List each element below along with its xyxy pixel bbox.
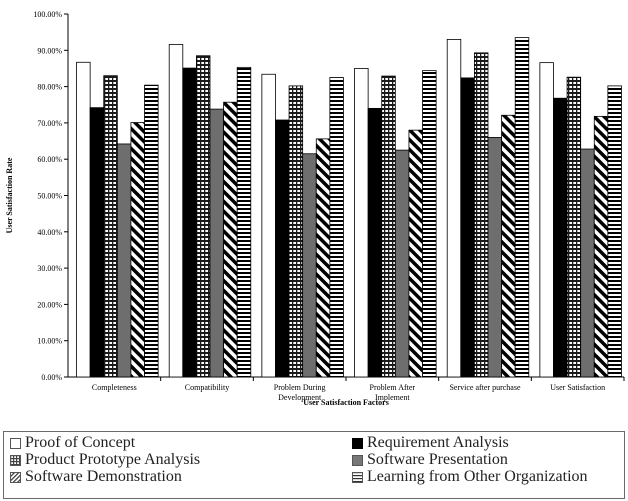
- bar-product-prototype-analysis: [195, 55, 211, 378]
- bar-software-demonstration: [593, 115, 609, 378]
- legend-item: Requirement Analysis: [352, 435, 509, 451]
- y-tick-label: 10.00%: [37, 337, 62, 346]
- bar-product-prototype-analysis: [103, 75, 118, 378]
- x-tick-label: Problem During Development: [274, 383, 326, 402]
- legend-swatch: [352, 454, 363, 466]
- legend-label: Product Prototype Analysis: [25, 451, 201, 468]
- labels: 0.00% 10.00% 20.00% 30.00% 40.00% 50.00% 60.00…: [5, 10, 605, 407]
- bar-software-demonstration: [223, 101, 238, 378]
- y-tick-label: 60.00%: [37, 155, 62, 164]
- y-tick-label: 80.00%: [37, 83, 62, 92]
- bar-learning-from-other-organization: [236, 66, 252, 378]
- y-tick-label: 90.00%: [37, 46, 62, 55]
- legend-swatch: [352, 437, 363, 449]
- x-tick-label: Compatibility: [185, 383, 229, 392]
- bar-software-demonstration: [501, 114, 516, 378]
- bar-software-demonstration: [315, 138, 331, 378]
- legend-swatch: [352, 471, 363, 483]
- x-tick-label: Completeness: [92, 383, 137, 392]
- legend-label: Software Demonstration: [25, 468, 182, 485]
- bar-proof-of-concept: [539, 62, 554, 378]
- bar-product-prototype-analysis: [288, 85, 304, 378]
- bar-requirement-analysis: [275, 119, 290, 378]
- bar-proof-of-concept: [76, 61, 91, 378]
- bar-software-demonstration: [408, 129, 423, 378]
- legend-item: Proof of Concept: [10, 435, 135, 451]
- bar-requirement-analysis: [182, 67, 197, 378]
- x-axis-title: User Satisfaction Factors: [303, 398, 389, 407]
- y-tick-label: 100.00%: [33, 10, 62, 19]
- y-tick-label: 0.00%: [41, 373, 62, 382]
- legend-label: Learning from Other Organization: [367, 468, 588, 485]
- legend-item: Learning from Other Organization: [352, 469, 588, 485]
- legend-swatch: [10, 471, 21, 483]
- bar-software-presentation: [394, 149, 410, 378]
- bar-learning-from-other-organization: [514, 37, 530, 378]
- bar-software-presentation: [302, 153, 317, 378]
- bar-learning-from-other-organization: [144, 84, 159, 378]
- legend-label: Requirement Analysis: [367, 434, 509, 451]
- legend: Proof of Concept Requirement Analysis Prod…: [3, 431, 625, 499]
- x-tick-label: Service after purchase: [449, 383, 521, 392]
- bar-learning-from-other-organization: [607, 85, 622, 378]
- bar-product-prototype-analysis: [473, 52, 489, 378]
- legend-label: Proof of Concept: [25, 434, 136, 451]
- bar-requirement-analysis: [460, 77, 475, 378]
- x-tick-label: User Satisfaction: [550, 383, 605, 392]
- bar-proof-of-concept: [354, 68, 369, 378]
- y-tick-label: 40.00%: [37, 228, 62, 237]
- legend-swatch: [10, 454, 21, 466]
- bar-software-presentation: [487, 137, 503, 378]
- legend-item: Product Prototype Analysis: [10, 452, 200, 468]
- axes: [64, 13, 625, 381]
- y-tick-label: 20.00%: [37, 300, 62, 309]
- chart: 0.00% 10.00% 20.00% 30.00% 40.00% 50.00% 60.00…: [5, 10, 625, 407]
- bar-requirement-analysis: [89, 107, 105, 378]
- bar-product-prototype-analysis: [566, 76, 582, 378]
- legend-item: Software Presentation: [352, 452, 508, 468]
- y-tick-label: 70.00%: [37, 119, 62, 128]
- bar-requirement-analysis: [367, 107, 383, 378]
- y-tick-label: 50.00%: [37, 192, 62, 201]
- bar-proof-of-concept: [446, 39, 462, 378]
- bar-software-demonstration: [130, 122, 145, 378]
- legend-swatch: [10, 437, 21, 449]
- x-tick-label: Problem After Implement: [370, 383, 416, 402]
- bar-chart: 0.00% 10.00% 20.00% 30.00% 40.00% 50.00% 60.00…: [5, 10, 625, 407]
- bar-learning-from-other-organization: [329, 77, 344, 378]
- bar-software-presentation: [209, 108, 225, 378]
- bar-software-presentation: [580, 148, 595, 378]
- bar-software-presentation: [116, 143, 132, 378]
- legend-label: Software Presentation: [367, 451, 508, 468]
- bar-proof-of-concept: [168, 44, 184, 378]
- bar-requirement-analysis: [553, 97, 568, 378]
- y-axis-title: User Satisfaction Rate: [5, 157, 14, 233]
- bars: [76, 37, 622, 378]
- y-tick-label: 30.00%: [37, 264, 62, 273]
- bar-proof-of-concept: [261, 73, 276, 378]
- bar-product-prototype-analysis: [381, 75, 396, 378]
- legend-item: Software Demonstration: [10, 469, 182, 485]
- bar-learning-from-other-organization: [422, 70, 437, 378]
